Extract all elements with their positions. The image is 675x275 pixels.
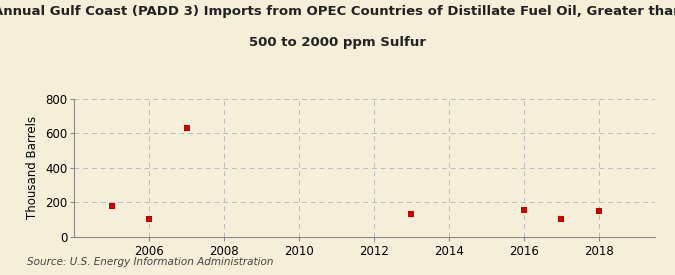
Point: [144, 217, 155, 222]
Y-axis label: Thousand Barrels: Thousand Barrels: [26, 116, 40, 219]
Text: Annual Gulf Coast (PADD 3) Imports from OPEC Countries of Distillate Fuel Oil, G: Annual Gulf Coast (PADD 3) Imports from …: [0, 6, 675, 18]
Point: [593, 209, 604, 213]
Point: [406, 212, 416, 216]
Text: Source: U.S. Energy Information Administration: Source: U.S. Energy Information Administ…: [27, 257, 273, 267]
Point: [556, 217, 566, 222]
Text: 500 to 2000 ppm Sulfur: 500 to 2000 ppm Sulfur: [249, 36, 426, 49]
Point: [181, 126, 192, 130]
Point: [518, 208, 529, 212]
Point: [106, 204, 117, 209]
